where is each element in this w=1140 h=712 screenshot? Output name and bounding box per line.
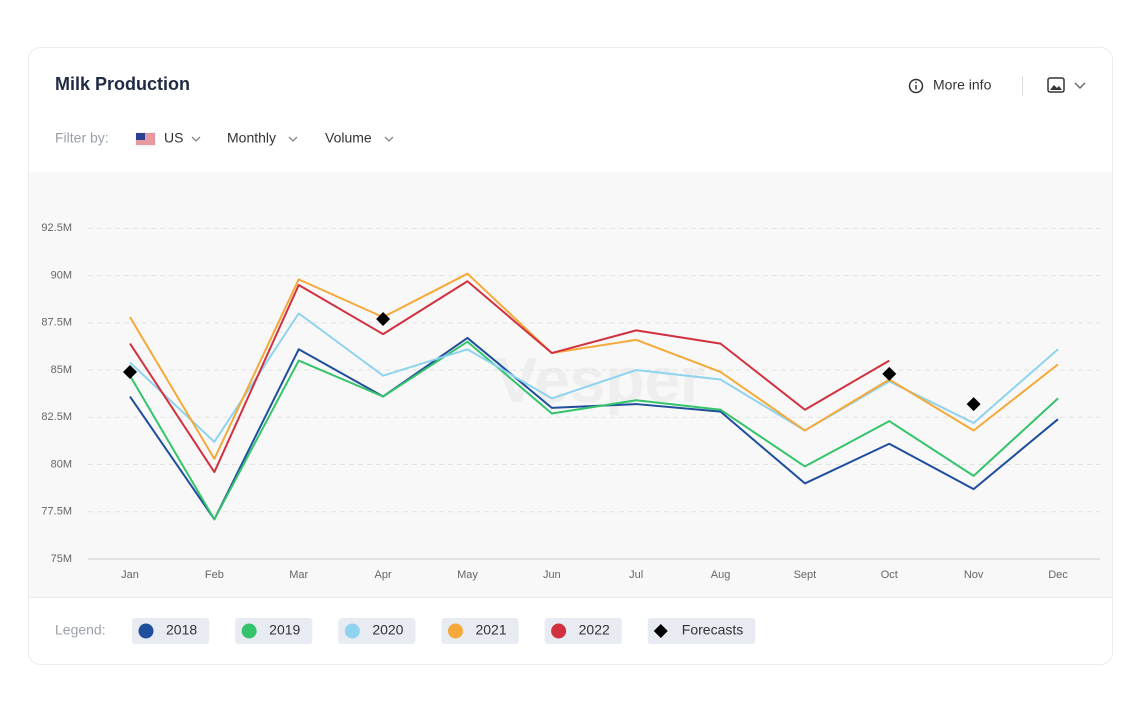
image-icon-mountain <box>1050 85 1062 90</box>
x-tick-label: Dec <box>1048 569 1068 581</box>
x-tick-label: Apr <box>375 569 392 581</box>
legend-text: 2021 <box>475 622 506 638</box>
filter-value: Volume <box>325 130 372 146</box>
flag-us <box>135 132 156 147</box>
legend-item[interactable]: 2021 <box>441 618 519 644</box>
forecast-marker <box>882 366 897 381</box>
forecast-marker <box>966 397 981 412</box>
legend-pill <box>647 618 756 644</box>
x-tick-label: Jan <box>121 569 139 581</box>
y-tick-label: 92.5M <box>41 222 72 234</box>
series-line <box>129 340 1059 521</box>
legend-text: 2018 <box>166 622 197 638</box>
legend-swatch <box>344 623 360 639</box>
y-tick-label: 77.5M <box>41 506 72 518</box>
legend-pill <box>441 618 519 644</box>
flag-stripes <box>136 133 155 145</box>
info-icon <box>908 78 924 94</box>
image-icon <box>1047 77 1065 93</box>
legend-swatch <box>653 624 668 638</box>
y-tick-label: 90M <box>51 269 72 281</box>
legend-label: Legend: <box>55 622 106 638</box>
legend-text: 2022 <box>579 622 610 638</box>
title: Milk Production <box>55 74 190 94</box>
filter-period[interactable]: Monthly <box>227 130 298 146</box>
filter-value: US <box>164 130 183 146</box>
flag-canton <box>136 133 145 140</box>
x-tick-label: Nov <box>964 569 984 581</box>
legend-pill <box>132 618 210 644</box>
more-info-label: More info <box>933 77 992 93</box>
forecast-marker <box>123 364 137 379</box>
x-tick-label: May <box>457 569 478 581</box>
info-icon-dot <box>915 81 917 84</box>
x-tick-label: Oct <box>881 569 898 581</box>
y-tick-label: 87.5M <box>41 317 72 329</box>
legend-item[interactable]: 2022 <box>544 618 622 644</box>
legend-swatch <box>241 623 257 639</box>
x-tick-label: Aug <box>711 569 731 581</box>
legend-swatch <box>447 623 463 639</box>
legend-text: 2020 <box>372 622 403 638</box>
legend-text: 2019 <box>269 622 300 638</box>
filter-country[interactable]: US <box>164 130 201 146</box>
filter-measure[interactable]: Volume <box>325 130 394 146</box>
filter-label: Filter by: <box>55 130 109 146</box>
legend-item[interactable]: 2020 <box>338 618 416 644</box>
chevron <box>1074 82 1086 89</box>
legend-item[interactable]: 2018 <box>132 618 210 644</box>
x-tick-label: Jul <box>629 569 643 581</box>
legend-pill <box>338 618 416 644</box>
export-menu[interactable] <box>1047 77 1086 93</box>
legend-item[interactable]: Forecasts <box>647 618 756 644</box>
legend-pill <box>544 618 622 644</box>
chart-area <box>29 172 1112 597</box>
legend-pill <box>235 618 313 644</box>
series-line <box>129 280 890 474</box>
legend-text: Forecasts <box>682 622 743 638</box>
y-tick-label: 80M <box>51 458 72 470</box>
legend-item[interactable]: 2019 <box>235 618 313 644</box>
y-tick-label: 82.5M <box>41 411 72 423</box>
chevron <box>191 136 201 142</box>
more-info[interactable]: More info <box>908 77 992 94</box>
legend-swatch <box>551 623 567 639</box>
x-tick-label: Feb <box>205 569 224 581</box>
series-line <box>129 272 1059 460</box>
x-tick-label: Sept <box>794 569 817 581</box>
filter-value: Monthly <box>227 130 276 146</box>
x-tick-label: Mar <box>289 569 308 581</box>
chevron <box>384 136 394 142</box>
legend-swatch <box>138 623 154 639</box>
chevron <box>288 136 298 142</box>
y-tick-label: 85M <box>51 364 72 376</box>
forecast-marker <box>376 312 391 327</box>
x-tick-label: Jun <box>543 569 561 581</box>
y-tick-label: 75M <box>51 553 72 565</box>
